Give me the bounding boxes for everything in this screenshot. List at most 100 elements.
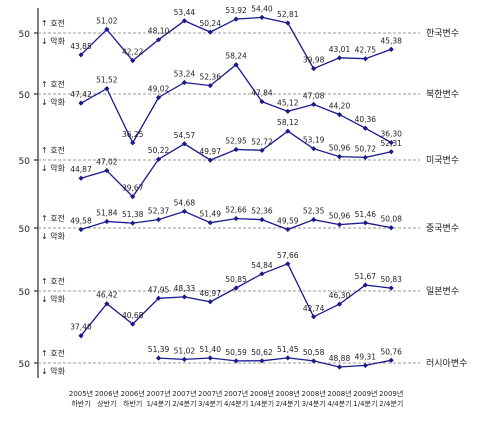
value-label-4-11: 51,67 [355, 272, 377, 281]
point-1-12 [388, 140, 394, 146]
value-label-2-6: 52,95 [225, 137, 247, 146]
point-3-5 [207, 220, 213, 226]
point-0-5 [207, 29, 213, 35]
point-1-11 [362, 125, 368, 131]
x-tick-period-1: 상반기 [97, 399, 116, 408]
value-label-2-7: 52,72 [251, 137, 273, 146]
up-label-0: ↑ 호전 [41, 18, 65, 28]
value-label-3-8: 49,59 [277, 216, 299, 225]
x-tick-period-11: 1/4분기 [353, 399, 377, 408]
baseline-label-4: 50 [19, 288, 31, 298]
value-label-0-11: 42,75 [355, 46, 377, 55]
point-0-0 [78, 52, 84, 58]
x-tick-period-12: 2/4분기 [379, 399, 403, 408]
value-label-3-10: 50,96 [329, 212, 351, 221]
point-3-6 [233, 215, 239, 222]
value-label-4-0: 37,40 [70, 323, 92, 332]
point-1-8 [285, 108, 291, 114]
point-0-9 [311, 65, 317, 72]
point-4-6 [233, 285, 239, 291]
value-label-2-5: 49,97 [200, 147, 222, 156]
series-name-4: 일본변수 [426, 286, 459, 297]
down-label-4: ↓ 악화 [41, 294, 66, 304]
point-3-9 [311, 217, 317, 223]
x-tick-year-10: 2008년 [327, 389, 351, 398]
x-tick-period-8: 2/4분기 [276, 399, 300, 408]
value-label-5-8: 51,45 [277, 345, 299, 354]
value-label-2-11: 50,72 [355, 144, 377, 153]
x-tick-year-9: 2008년 [302, 389, 326, 398]
point-2-8 [285, 128, 291, 134]
value-label-1-2: 36,25 [122, 130, 144, 139]
point-4-0 [78, 333, 84, 339]
value-label-2-4: 54,57 [174, 131, 196, 140]
point-2-0 [78, 175, 84, 181]
point-0-8 [285, 20, 291, 26]
x-tick-year-8: 2008년 [276, 389, 300, 398]
up-label-3: ↑ 호전 [41, 213, 65, 223]
value-label-1-0: 47,42 [70, 90, 92, 99]
point-5-9 [311, 358, 317, 364]
value-label-0-7: 54,40 [251, 4, 273, 13]
x-tick-year-6: 2007년 [224, 389, 248, 398]
point-2-6 [233, 146, 239, 153]
value-label-4-6: 50,85 [225, 275, 247, 284]
point-1-9 [311, 101, 317, 107]
up-label-2: ↑ 호전 [41, 145, 65, 155]
point-0-12 [388, 46, 394, 53]
point-5-4 [181, 356, 187, 362]
series-name-0: 한국변수 [426, 28, 459, 39]
point-0-10 [336, 55, 343, 61]
point-2-11 [362, 154, 368, 161]
value-label-0-9: 39,98 [303, 56, 325, 65]
series-line-5 [158, 357, 392, 368]
value-label-4-10: 46,30 [329, 291, 351, 300]
baseline-label-1: 50 [19, 91, 31, 101]
value-label-0-10: 43,01 [329, 45, 351, 54]
point-1-2 [130, 140, 136, 146]
value-label-0-3: 48,10 [148, 27, 170, 36]
point-4-7 [259, 271, 265, 277]
point-4-4 [181, 294, 187, 300]
point-5-3 [155, 355, 162, 361]
x-tick-year-1: 2006년 [95, 389, 119, 398]
value-label-4-8: 57,66 [277, 251, 299, 260]
value-label-3-0: 49,58 [70, 216, 92, 225]
point-1-0 [78, 100, 84, 106]
value-label-5-6: 50,59 [225, 348, 247, 357]
x-tick-period-0: 하반기 [71, 399, 90, 408]
x-tick-period-10: 4/4분기 [327, 399, 351, 408]
point-3-4 [181, 208, 187, 214]
value-label-2-3: 50,22 [148, 146, 170, 155]
up-label-4: ↑ 호전 [41, 276, 65, 286]
point-4-3 [155, 295, 162, 301]
point-3-11 [362, 220, 368, 226]
point-3-2 [130, 220, 136, 226]
baseline-label-2: 50 [19, 157, 31, 167]
point-1-10 [336, 111, 343, 118]
point-4-8 [285, 261, 291, 267]
point-0-2 [130, 58, 136, 64]
x-tick-period-3: 1/4분기 [146, 399, 170, 408]
point-3-12 [388, 225, 394, 231]
point-4-5 [207, 299, 213, 305]
value-label-3-4: 54,68 [174, 198, 196, 207]
x-tick-period-2: 하반기 [123, 399, 142, 408]
value-label-5-3: 51,39 [148, 345, 170, 354]
point-4-9 [311, 314, 317, 320]
value-label-2-12: 52,31 [380, 139, 402, 148]
value-label-1-3: 49,02 [148, 84, 170, 93]
point-5-8 [285, 355, 291, 361]
value-label-2-9: 53,19 [303, 136, 325, 145]
value-label-5-11: 49,31 [355, 352, 377, 361]
value-label-3-11: 51,46 [355, 210, 377, 219]
baseline-label-0: 50 [19, 30, 31, 40]
point-0-4 [181, 18, 187, 24]
value-label-0-6: 53,92 [225, 6, 247, 15]
value-label-1-11: 40,36 [355, 115, 377, 124]
up-label-1: ↑ 호전 [41, 79, 65, 89]
value-label-1-5: 52,36 [200, 73, 222, 82]
point-2-12 [388, 149, 394, 155]
point-0-3 [155, 37, 162, 43]
